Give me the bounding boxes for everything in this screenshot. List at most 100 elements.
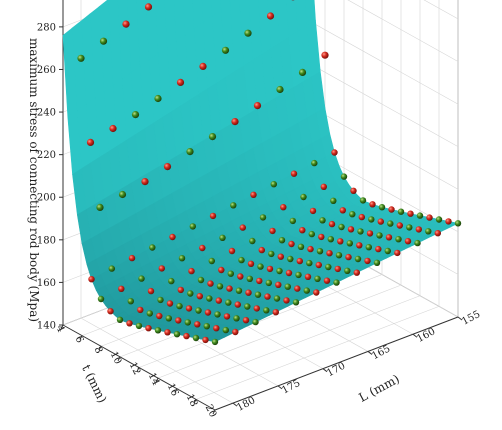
z-tick-label: 260: [37, 65, 56, 76]
green-marker: [397, 208, 405, 215]
z-tick-label: 220: [37, 150, 56, 161]
red-marker: [239, 224, 246, 231]
red-marker: [215, 297, 222, 304]
green-marker: [338, 223, 345, 231]
red-marker: [320, 183, 327, 190]
t-tick-label: 20: [203, 403, 218, 419]
green-marker: [300, 193, 307, 201]
red-marker: [294, 285, 301, 292]
green-marker: [197, 276, 205, 284]
red-marker: [256, 277, 263, 285]
red-marker: [145, 325, 152, 332]
red-marker: [231, 118, 239, 126]
stress-surface: [62, 0, 459, 343]
green-marker: [373, 259, 381, 266]
red-marker: [266, 265, 274, 273]
green-marker: [368, 216, 375, 223]
green-marker: [276, 85, 284, 94]
green-marker: [225, 299, 232, 306]
green-marker: [359, 197, 367, 204]
red-marker: [277, 253, 284, 260]
red-marker: [283, 297, 290, 304]
red-marker: [296, 257, 303, 265]
green-marker: [138, 275, 145, 282]
green-marker: [298, 68, 307, 76]
red-marker: [280, 204, 287, 211]
red-marker: [207, 280, 214, 287]
z-tick-label: 160: [37, 278, 56, 289]
green-marker: [308, 230, 315, 238]
green-marker: [454, 220, 462, 227]
red-marker: [288, 240, 295, 248]
green-marker: [246, 275, 253, 282]
green-marker: [354, 255, 362, 263]
green-marker: [303, 287, 310, 294]
red-marker: [356, 242, 363, 249]
green-marker: [289, 217, 296, 225]
green-marker: [435, 216, 443, 223]
red-marker: [326, 250, 333, 257]
red-marker: [407, 210, 414, 217]
red-marker: [318, 233, 325, 241]
red-marker: [323, 277, 331, 284]
L-tick-mark: [277, 385, 283, 390]
red-marker: [313, 289, 320, 296]
red-marker: [331, 149, 338, 156]
red-marker: [109, 124, 117, 133]
green-marker: [221, 46, 230, 54]
green-marker: [189, 223, 196, 230]
green-marker: [208, 257, 215, 265]
red-marker: [366, 230, 374, 237]
red-marker: [266, 12, 275, 20]
red-marker: [290, 170, 298, 177]
L-tick-mark: [232, 402, 238, 407]
green-marker: [233, 315, 240, 322]
red-marker: [264, 293, 271, 300]
red-marker: [304, 273, 312, 280]
red-marker: [337, 238, 344, 245]
L-tick-mark: [457, 316, 463, 321]
red-marker: [194, 321, 201, 328]
red-marker: [169, 233, 176, 241]
t-tick-label: 8: [92, 345, 105, 356]
green-marker: [330, 197, 337, 204]
green-marker: [77, 54, 85, 62]
red-marker: [223, 313, 231, 320]
red-marker: [350, 187, 357, 194]
red-marker: [375, 245, 382, 253]
green-marker: [297, 243, 305, 250]
green-marker: [96, 203, 104, 211]
green-marker: [178, 255, 186, 262]
red-marker: [199, 244, 206, 252]
red-marker: [237, 273, 244, 280]
t-tick-mark: [155, 377, 159, 383]
green-marker: [378, 204, 386, 211]
z-tick-label: 240: [37, 108, 56, 119]
green-marker: [219, 234, 226, 241]
green-marker: [127, 298, 134, 305]
red-marker: [141, 178, 149, 186]
red-marker: [213, 325, 220, 332]
green-marker: [333, 279, 340, 286]
green-marker: [187, 290, 194, 297]
green-marker: [149, 244, 156, 251]
red-marker: [226, 285, 233, 292]
red-marker: [107, 308, 114, 315]
green-marker: [195, 307, 202, 314]
red-marker: [242, 317, 250, 324]
green-marker: [387, 220, 394, 227]
green-marker: [146, 310, 153, 317]
green-marker: [184, 319, 191, 326]
green-marker: [235, 287, 243, 294]
red-marker: [188, 267, 195, 275]
t-tick-mark: [193, 399, 197, 404]
green-marker: [425, 228, 432, 235]
green-marker: [395, 236, 402, 243]
green-marker: [135, 322, 143, 330]
green-marker: [314, 275, 321, 282]
red-marker: [347, 226, 355, 233]
L-tick-label: 170: [325, 361, 347, 380]
green-marker: [349, 211, 356, 218]
t-tick-mark: [212, 409, 216, 415]
